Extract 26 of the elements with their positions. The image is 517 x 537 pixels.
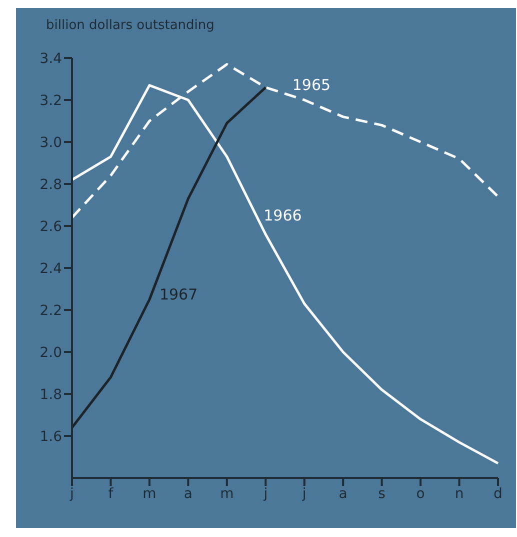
x-tick-label: o — [416, 486, 425, 502]
x-tick-label: d — [494, 486, 502, 502]
x-tick-label: m — [142, 486, 156, 502]
x-tick-label: a — [184, 486, 192, 502]
y-tick-label: 2.4 — [40, 260, 62, 277]
y-tick-label: 3.2 — [40, 92, 62, 109]
y-tick-label: 2.0 — [40, 344, 62, 361]
x-tick-label: a — [338, 486, 348, 502]
x-tick-label: s — [378, 486, 386, 502]
y-tick-label: 2.2 — [40, 302, 62, 319]
y-tick-label: 3.4 — [40, 50, 62, 67]
y-tick-label: 3.0 — [40, 134, 62, 151]
y-tick-label: 2.6 — [40, 218, 62, 235]
series-label: 1966 — [264, 206, 302, 224]
x-tick-label: j — [301, 486, 306, 502]
series-label: 1967 — [159, 286, 198, 304]
x-tick-label: m — [220, 486, 234, 502]
y-tick-label: 1.8 — [40, 386, 62, 403]
x-tick-label: n — [454, 486, 464, 502]
y-tick-label: 2.8 — [40, 176, 62, 193]
x-tick-label: f — [108, 486, 114, 502]
y-tick-label: 1.6 — [40, 428, 62, 445]
x-tick-label: j — [262, 486, 268, 502]
x-tick-label: j — [69, 486, 74, 502]
y-axis-title: billion dollars outstanding — [46, 18, 214, 33]
series-label: 1965 — [292, 76, 331, 94]
